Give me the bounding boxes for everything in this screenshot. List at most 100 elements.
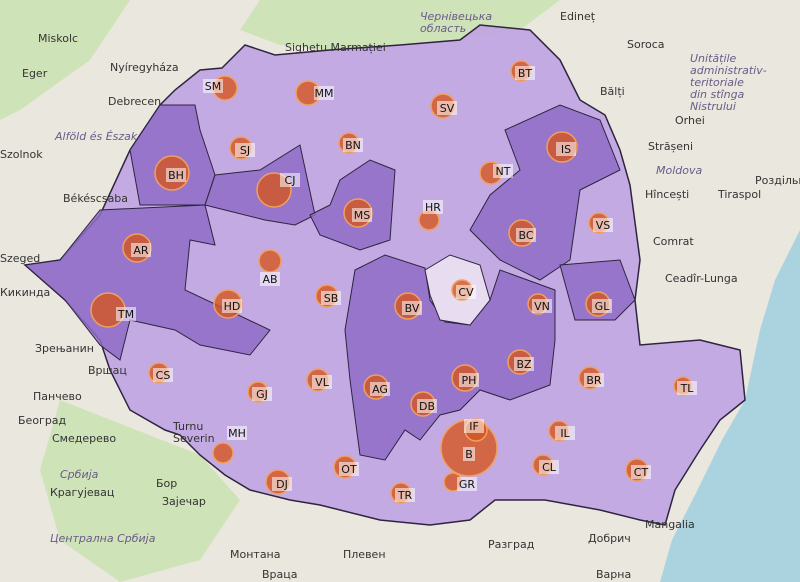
county-bubble-bt[interactable]: BT bbox=[510, 60, 535, 82]
county-code-bg bbox=[584, 373, 604, 387]
county-bubble-il[interactable]: IL bbox=[548, 420, 575, 442]
county-bubble-sb[interactable]: SB bbox=[315, 284, 341, 308]
county-code-bg bbox=[260, 272, 280, 286]
city-label: Кикинда bbox=[0, 286, 50, 299]
county-bubble-vs[interactable]: VS bbox=[588, 212, 613, 234]
county-bubble-tr[interactable]: TR bbox=[390, 482, 415, 504]
county-code-bg bbox=[280, 173, 300, 187]
city-label: Добрич bbox=[588, 532, 631, 545]
county-code-label: VL bbox=[315, 376, 330, 389]
county-code-label: GL bbox=[595, 300, 611, 313]
county-bubble-mh[interactable]: MH bbox=[212, 426, 247, 464]
county-bubble-br[interactable]: BR bbox=[578, 366, 604, 390]
county-code-bg bbox=[515, 66, 535, 80]
county-bubble-ms[interactable]: MS bbox=[343, 198, 373, 228]
county-bubble-ot[interactable]: OT bbox=[333, 455, 359, 479]
county-code-label: HR bbox=[425, 201, 441, 214]
county-code-label: TL bbox=[680, 382, 695, 395]
county-code-label: BZ bbox=[516, 358, 532, 371]
county-bubble-vl[interactable]: VL bbox=[306, 368, 332, 392]
county-bubble-nt[interactable]: NT bbox=[479, 161, 513, 185]
county-bubble-cl[interactable]: CL bbox=[532, 454, 559, 476]
county-code-label: HD bbox=[224, 300, 241, 313]
city-label: Београд bbox=[18, 414, 67, 427]
county-bubble-sj[interactable]: SJ bbox=[229, 136, 255, 160]
county-bubble-vn[interactable]: VN bbox=[527, 293, 552, 315]
county-code-bg bbox=[395, 488, 415, 502]
county-bubble-db[interactable]: DB bbox=[410, 391, 437, 417]
county-code-bg bbox=[556, 142, 576, 156]
county-code-bg bbox=[321, 291, 341, 305]
county-bubble-gr[interactable]: GR bbox=[443, 472, 477, 492]
bubble-marker[interactable] bbox=[258, 249, 282, 273]
county-bubble-cs[interactable]: CS bbox=[148, 362, 173, 384]
county-bubble-if[interactable]: IF bbox=[464, 418, 488, 442]
county-bubble-ct[interactable]: CT bbox=[625, 458, 651, 482]
county-bubble-dj[interactable]: DJ bbox=[265, 469, 292, 495]
region-label: Србија bbox=[60, 468, 99, 481]
county-code-bg bbox=[166, 168, 186, 182]
county-bubble-tm[interactable]: TM bbox=[90, 292, 136, 328]
county-code-label: CS bbox=[156, 369, 171, 382]
city-label: Soroca bbox=[627, 38, 665, 51]
county-code-bg bbox=[272, 477, 292, 491]
county-code-label: BT bbox=[518, 67, 533, 80]
bubble-marker[interactable] bbox=[212, 442, 234, 464]
county-bubble-bz[interactable]: BZ bbox=[507, 349, 534, 375]
city-label: Strășeni bbox=[648, 140, 693, 153]
county-bubble-gl[interactable]: GL bbox=[585, 291, 612, 317]
county-code-label: MS bbox=[354, 209, 370, 222]
county-bubble-ph[interactable]: PH bbox=[451, 364, 479, 392]
city-label: Hîncești bbox=[645, 188, 689, 201]
county-bubble-ag[interactable]: AG bbox=[363, 374, 390, 400]
county-bubble-ar[interactable]: AR bbox=[122, 233, 152, 263]
county-code-bg bbox=[235, 143, 255, 157]
county-code-label: SB bbox=[324, 292, 339, 305]
city-label: Nyíregyháza bbox=[110, 61, 179, 74]
city-label: Tiraspol bbox=[717, 188, 761, 201]
county-bubble-ab[interactable]: AB bbox=[258, 249, 282, 286]
county-code-label: BR bbox=[586, 374, 602, 387]
city-label: Разград bbox=[488, 538, 535, 551]
county-code-label: CT bbox=[634, 466, 649, 479]
county-code-label: AR bbox=[133, 244, 149, 257]
county-code-bg bbox=[514, 357, 534, 371]
county-code-label: BV bbox=[405, 302, 420, 315]
county-code-label: TM bbox=[117, 308, 134, 321]
county-code-bg bbox=[677, 381, 697, 395]
county-bubble-bn[interactable]: BN bbox=[338, 132, 363, 154]
county-bubble-sv[interactable]: SV bbox=[430, 93, 457, 119]
county-bubble-bv[interactable]: BV bbox=[394, 292, 422, 320]
city-label: Comrat bbox=[653, 235, 694, 248]
county-bubble-bh[interactable]: BH bbox=[154, 155, 190, 191]
county-code-bg bbox=[339, 462, 359, 476]
county-code-bg bbox=[539, 460, 559, 474]
county-bubble-hr[interactable]: HR bbox=[418, 200, 443, 231]
county-code-label: DB bbox=[419, 400, 435, 413]
county-dark[interactable] bbox=[559, 259, 636, 321]
county-code-bg bbox=[417, 399, 437, 413]
county-bubble-bc[interactable]: BC bbox=[508, 219, 536, 247]
county-code-label: BC bbox=[518, 229, 533, 242]
county-bubble-cj[interactable]: CJ bbox=[256, 172, 300, 208]
county-bubble-hd[interactable]: HD bbox=[213, 289, 243, 319]
region-label: Moldova bbox=[656, 164, 702, 177]
city-label: Miskolc bbox=[38, 32, 78, 45]
forest-area bbox=[240, 0, 560, 50]
county-code-bg bbox=[312, 375, 332, 389]
county-bubble-is[interactable]: IS bbox=[546, 131, 578, 163]
county-code-label: SJ bbox=[240, 144, 250, 157]
county-dark[interactable] bbox=[23, 204, 271, 361]
county-code-bg bbox=[370, 382, 390, 396]
city-label: Роздільна bbox=[755, 174, 800, 187]
county-code-label: PH bbox=[462, 374, 477, 387]
county-bubble-cv[interactable]: CV bbox=[451, 279, 476, 301]
county-bubble-sm[interactable]: SM bbox=[203, 75, 238, 101]
county-bubble-mm[interactable]: MM bbox=[295, 80, 334, 106]
city-label: Debrecen bbox=[108, 95, 161, 108]
city-label: Плевен bbox=[343, 548, 386, 561]
county-dark[interactable] bbox=[469, 104, 621, 281]
county-bubble-tl[interactable]: TL bbox=[673, 376, 697, 396]
county-bubble-gj[interactable]: GJ bbox=[247, 381, 272, 403]
